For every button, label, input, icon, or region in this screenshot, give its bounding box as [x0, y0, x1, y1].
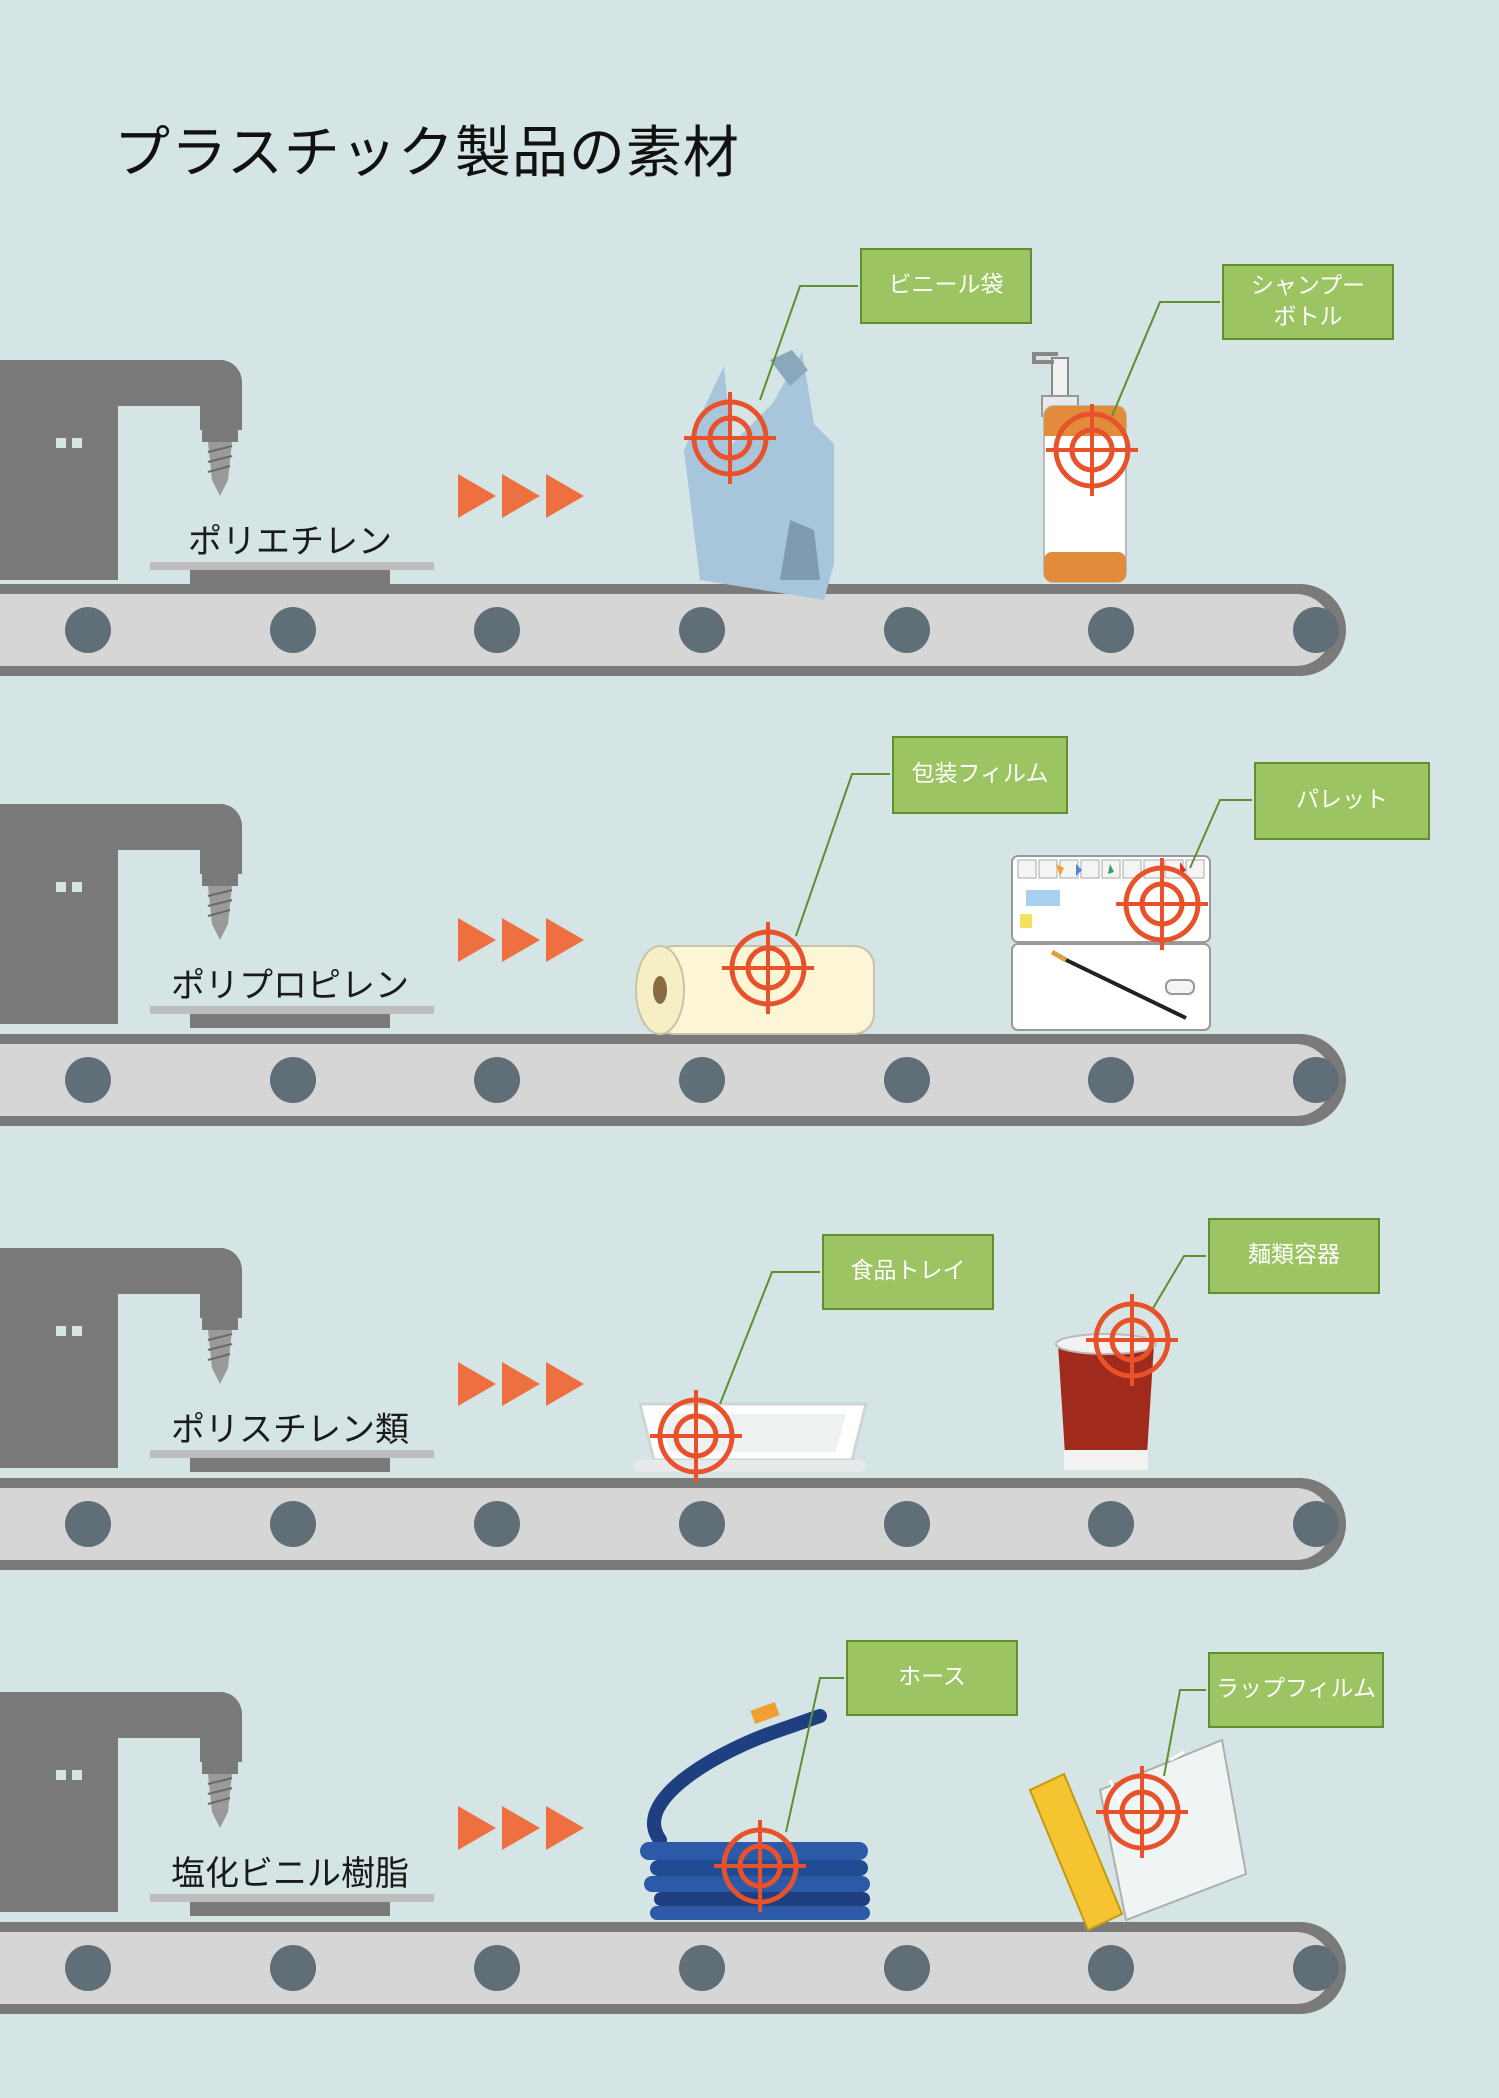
press-platform — [150, 1450, 434, 1458]
page-title: プラスチック製品の素材 — [114, 121, 740, 186]
leader-line — [1111, 301, 1220, 417]
conveyor-belt — [0, 1034, 1346, 1126]
film-roll-icon — [635, 945, 875, 1035]
conveyor-belt — [0, 1922, 1346, 2014]
product-label: シャンプー ボトル — [1222, 264, 1394, 340]
press-base — [190, 1458, 390, 1472]
material-label: ポリプロピレン — [171, 966, 409, 1006]
leader-line — [1189, 799, 1252, 869]
plastic-bag-icon — [684, 350, 834, 600]
press-base — [190, 1902, 390, 1916]
press-base — [190, 570, 390, 584]
leader-line — [1151, 1255, 1206, 1311]
material-label: ポリスチレン類 — [171, 1410, 409, 1450]
product-label: 食品トレイ — [822, 1234, 994, 1310]
wrap-film-icon — [1028, 1738, 1248, 1932]
press-platform — [150, 562, 434, 570]
product-label: ビニール袋 — [860, 248, 1032, 324]
arrow-icon — [458, 918, 584, 962]
paint-palette-icon — [1011, 855, 1211, 1031]
conveyor-belt — [0, 1478, 1346, 1570]
product-label: ラップフィルム — [1208, 1652, 1384, 1728]
row-3 — [0, 1247, 1346, 1570]
material-label: ポリエチレン — [188, 522, 392, 562]
press-base — [190, 1014, 390, 1028]
arrow-icon — [458, 1362, 584, 1406]
leader-line — [795, 773, 890, 937]
product-label: 包装フィルム — [892, 736, 1068, 814]
row-2 — [0, 773, 1346, 1126]
noodle-cup-icon — [1055, 1333, 1157, 1470]
product-label: 麺類容器 — [1208, 1218, 1380, 1294]
press-platform — [150, 1894, 434, 1902]
product-label: ホース — [846, 1640, 1018, 1716]
arrow-icon — [458, 474, 584, 518]
arrow-icon — [458, 1806, 584, 1850]
conveyor-belt — [0, 584, 1346, 676]
product-label: パレット — [1254, 762, 1430, 840]
leader-line — [785, 1677, 844, 1833]
material-label: 塩化ビニル樹脂 — [171, 1854, 409, 1894]
leader-line — [1163, 1689, 1206, 1777]
row-4 — [0, 1677, 1346, 2014]
press-platform — [150, 1006, 434, 1014]
leader-line — [719, 1271, 820, 1405]
row-1 — [0, 285, 1346, 676]
leader-line — [759, 285, 858, 401]
